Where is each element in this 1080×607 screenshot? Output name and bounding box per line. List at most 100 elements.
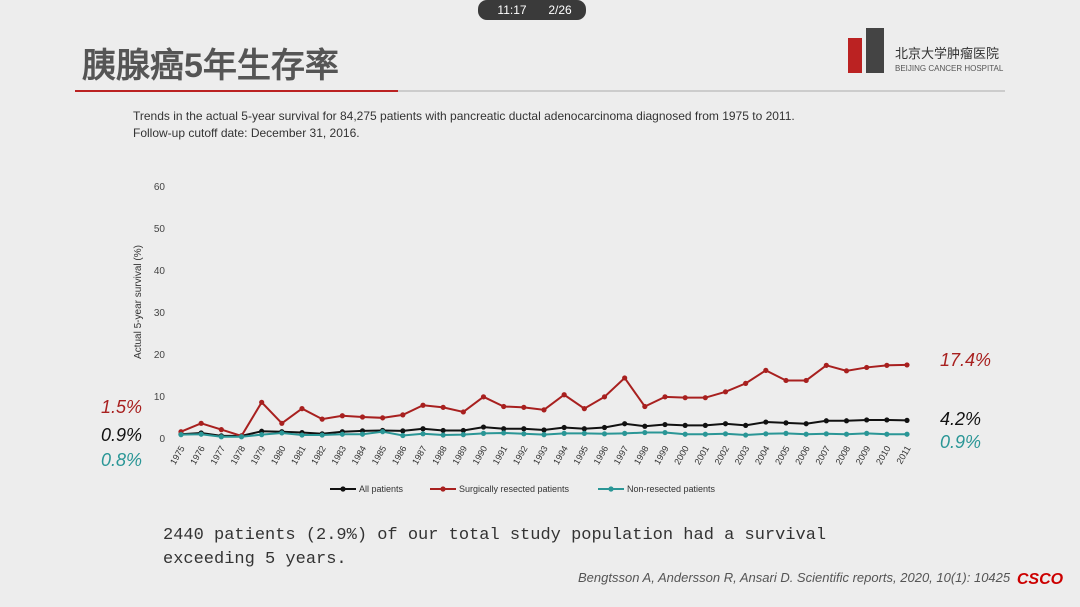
data-point	[722, 389, 729, 395]
body-text: 2440 patients (2.9%) of our total study …	[163, 526, 827, 569]
x-tick-label: 2001	[692, 444, 711, 466]
data-point	[561, 392, 567, 398]
data-point	[541, 407, 547, 413]
x-tick-label: 1976	[188, 444, 207, 466]
data-point	[501, 426, 507, 432]
data-point	[460, 427, 466, 434]
data-point	[359, 431, 366, 437]
x-tick-label: 1996	[592, 444, 611, 466]
data-point	[702, 422, 708, 428]
data-point	[843, 368, 850, 374]
x-tick-label: 1995	[571, 444, 590, 466]
legend-swatch-dot	[340, 486, 346, 492]
data-point	[581, 430, 587, 436]
data-point	[682, 395, 688, 401]
x-tick-label: 1979	[249, 444, 268, 466]
x-tick-label: 2008	[834, 444, 853, 466]
data-point	[178, 432, 184, 438]
data-point	[904, 362, 910, 368]
data-point	[743, 422, 749, 428]
logo-mark	[866, 28, 884, 73]
data-point	[803, 421, 809, 427]
data-point	[319, 416, 325, 422]
x-tick-label: 2005	[773, 444, 792, 466]
legend-swatch-dot	[608, 486, 614, 492]
logo-mark	[848, 38, 862, 73]
data-point	[622, 430, 628, 436]
logo-name: 北京大学肿瘤医院	[895, 46, 999, 61]
legend-label: Surgically resected patients	[459, 484, 570, 494]
value-label: 0.9%	[940, 432, 981, 452]
data-point	[460, 432, 466, 438]
data-point	[339, 431, 345, 437]
data-point	[783, 430, 789, 436]
data-point	[581, 426, 587, 432]
y-tick-label: 20	[154, 350, 166, 361]
data-point	[581, 406, 587, 412]
x-tick-label: 2009	[854, 444, 873, 466]
y-axis-label: Actual 5-year survival (%)	[133, 245, 144, 359]
x-tick-label: 1998	[632, 444, 651, 466]
data-point	[521, 431, 527, 437]
x-tick-label: 1983	[329, 444, 348, 466]
x-tick-label: 1988	[430, 444, 449, 466]
x-tick-label: 1977	[208, 444, 227, 466]
x-tick-label: 1975	[168, 444, 187, 466]
data-point	[480, 424, 487, 430]
data-point	[662, 429, 668, 436]
data-point	[682, 422, 688, 428]
data-point	[561, 424, 567, 431]
data-point	[763, 419, 769, 425]
data-point	[823, 362, 829, 368]
value-label: 1.5%	[101, 397, 142, 417]
status-pill	[478, 0, 586, 20]
x-tick-label: 2004	[753, 444, 772, 466]
data-point	[904, 431, 910, 437]
data-point	[662, 394, 668, 400]
y-tick-label: 60	[154, 182, 166, 193]
data-point	[259, 432, 265, 438]
x-tick-label: 1982	[309, 444, 328, 466]
data-point	[420, 402, 426, 408]
data-point	[299, 432, 305, 438]
data-point	[823, 431, 829, 437]
data-point	[480, 394, 487, 400]
data-point	[722, 421, 729, 427]
x-tick-label: 1989	[450, 444, 469, 466]
data-point	[299, 406, 305, 412]
data-point	[642, 403, 648, 410]
value-label: 17.4%	[940, 350, 991, 370]
x-tick-label: 1984	[350, 444, 369, 466]
data-point	[198, 420, 204, 426]
data-point	[601, 394, 608, 400]
series-line	[180, 363, 908, 438]
data-point	[743, 380, 749, 386]
legend-swatch-dot	[440, 486, 446, 492]
x-tick-label: 2006	[793, 444, 812, 466]
data-point	[218, 427, 224, 433]
data-point	[259, 399, 265, 405]
data-point	[803, 431, 809, 437]
data-point	[521, 404, 527, 410]
y-tick-label: 0	[159, 434, 165, 445]
data-point	[864, 417, 870, 423]
x-tick-label: 1986	[390, 444, 409, 466]
data-point	[501, 430, 507, 436]
data-point	[198, 431, 204, 437]
value-label: 0.8%	[101, 450, 142, 470]
data-point	[279, 430, 285, 436]
x-tick-label: 2011	[894, 444, 912, 466]
x-tick-label: 1991	[491, 444, 510, 466]
data-point	[843, 418, 850, 424]
y-tick-label: 10	[154, 392, 166, 403]
data-point	[359, 414, 366, 420]
data-point	[843, 431, 850, 437]
y-tick-label: 40	[154, 266, 166, 277]
data-point	[864, 430, 870, 436]
data-point	[218, 434, 224, 440]
data-point	[440, 404, 446, 410]
data-point	[662, 421, 668, 428]
data-point	[682, 431, 688, 437]
